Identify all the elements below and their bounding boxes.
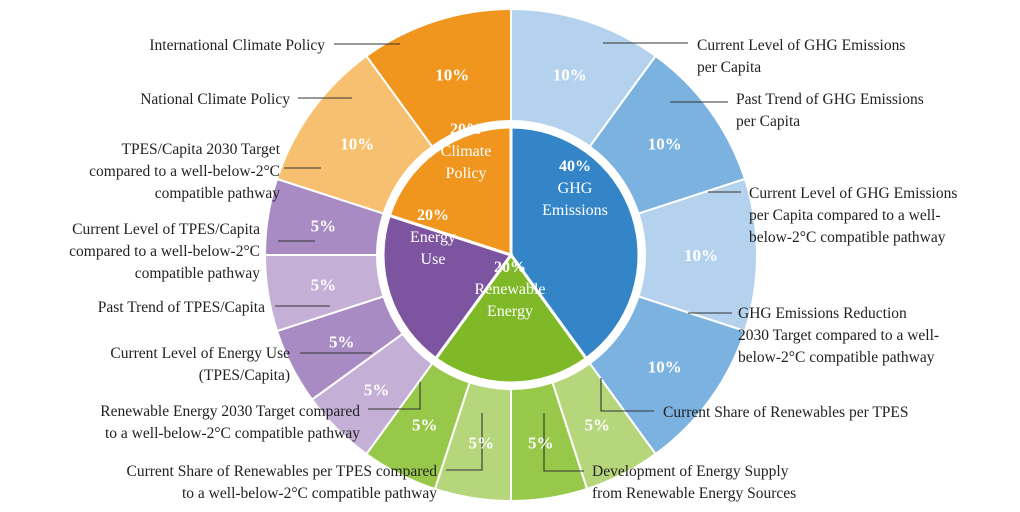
- outer-pct-eu1: 5%: [364, 380, 390, 399]
- category-label-eu2: Past Trend of TPES/Capita: [98, 299, 265, 316]
- inner-wedge-ghg: [509, 125, 641, 361]
- category-label-ghg3: Current Level of GHG Emissions: [749, 185, 957, 202]
- outer-pct-ghg4: 10%: [648, 358, 682, 377]
- outer-pct-ghg3: 10%: [684, 246, 718, 265]
- category-label-ren3: Current Share of Renewables per TPES com…: [127, 463, 438, 480]
- outer-pct-ghg2: 10%: [648, 134, 682, 153]
- category-label-ghg4: GHG Emissions Reduction: [738, 305, 907, 322]
- category-label-ghg1: per Capita: [697, 59, 761, 76]
- category-label-cp2: International Climate Policy: [149, 37, 325, 54]
- inner-wedge-energy: [381, 213, 514, 361]
- inner-label-energy: Use: [421, 251, 446, 268]
- category-label-eu4: compatible pathway: [155, 185, 280, 202]
- category-label-ren3: to a well-below-2°C compatible pathway: [182, 485, 437, 502]
- category-label-ren4: to a well-below-2°C compatible pathway: [105, 425, 360, 442]
- category-label-ghg2: per Capita: [736, 113, 800, 130]
- outer-pct-eu4: 5%: [311, 216, 337, 235]
- category-label-eu1: (TPES/Capita): [199, 367, 290, 384]
- outer-pct-cp1: 10%: [340, 134, 374, 153]
- category-label-eu3: compatible pathway: [135, 265, 260, 282]
- inner-label-climate: Climate: [441, 143, 492, 160]
- outer-pct-ren1: 5%: [585, 415, 611, 434]
- leader-line-ren4: [368, 382, 421, 410]
- category-label-ghg4: below-2°C compatible pathway: [738, 349, 935, 366]
- percent-labels: 10% 10% 10% 10% 5% 5% 5% 5% 5% 5% 5% 5% 10% 10% 40% GHG…: [311, 65, 718, 452]
- inner-label-renew: Renewable: [474, 281, 545, 298]
- inner-label-climate: Policy: [446, 165, 487, 182]
- category-label-ren2: from Renewable Energy Sources: [592, 485, 796, 502]
- leader-line-ren1: [600, 378, 654, 412]
- inner-label-ghg: GHG: [558, 180, 593, 197]
- category-labels: Current Level of GHG Emissions per Capita…: [69, 37, 957, 502]
- category-label-eu4: compared to a well-below-2°C: [89, 163, 280, 180]
- category-label-ren2: Development of Energy Supply: [592, 463, 789, 480]
- leader-lines: [275, 42, 741, 472]
- inner-label-renew: 20%: [494, 259, 526, 276]
- outer-pct-eu2: 5%: [329, 332, 355, 351]
- outer-pct-ghg1: 10%: [553, 65, 587, 84]
- inner-label-energy: Energy: [410, 229, 456, 246]
- category-label-eu1: Current Level of Energy Use: [110, 345, 290, 362]
- category-label-ghg2: Past Trend of GHG Emissions: [736, 91, 924, 108]
- outer-pct-ren4: 5%: [412, 415, 438, 434]
- inner-label-climate: 20%: [450, 121, 482, 138]
- inner-wedge-climate: [387, 125, 513, 258]
- inner-label-renew: Energy: [487, 303, 533, 320]
- category-label-ren4: Renewable Energy 2030 Target compared: [100, 403, 360, 420]
- category-label-eu3: Current Level of TPES/Capita: [72, 221, 260, 238]
- inner-wedge-renew: [433, 252, 589, 385]
- outer-pct-ren3: 5%: [469, 434, 495, 453]
- category-label-ghg3: below-2°C compatible pathway: [749, 229, 946, 246]
- chart-wedges: [263, 7, 758, 503]
- outer-pct-eu3: 5%: [311, 276, 337, 295]
- inner-label-ghg: Emissions: [542, 202, 608, 219]
- category-label-ghg4: 2030 Target compared to a well-: [738, 327, 939, 344]
- category-label-eu3: compared to a well-below-2°C: [69, 243, 260, 260]
- leader-line-ren2: [543, 413, 584, 472]
- leader-line-ren3: [446, 413, 483, 471]
- category-label-ghg1: Current Level of GHG Emissions: [697, 37, 905, 54]
- category-label-ghg3: per Capita compared to a well-: [749, 207, 941, 224]
- category-label-cp1: National Climate Policy: [140, 91, 290, 108]
- outer-pct-ren2: 5%: [528, 434, 554, 453]
- inner-label-energy: 20%: [417, 207, 449, 224]
- outer-pct-cp2: 10%: [435, 65, 469, 84]
- category-label-ren1: Current Share of Renewables per TPES: [663, 404, 909, 421]
- category-label-eu4: TPES/Capita 2030 Target: [122, 141, 281, 158]
- inner-label-ghg: 40%: [559, 158, 591, 175]
